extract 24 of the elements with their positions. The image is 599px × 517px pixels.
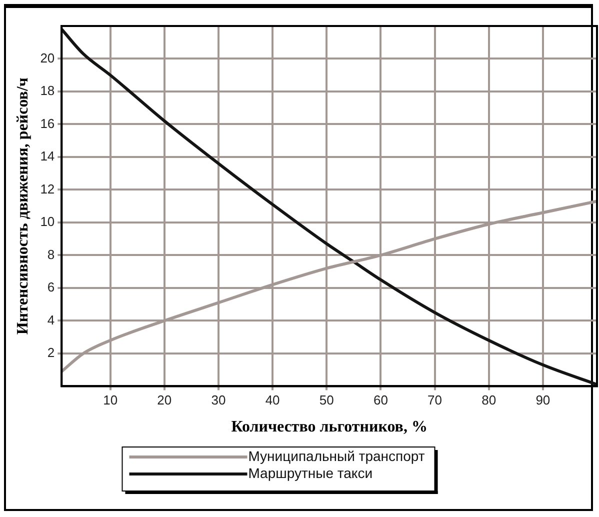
- y-tick-label: 4: [47, 312, 55, 328]
- x-tick-label: 30: [211, 392, 226, 408]
- y-tick-label: 6: [47, 280, 55, 295]
- y-tick-label: 18: [40, 83, 55, 98]
- y-tick-label: 20: [40, 50, 55, 66]
- x-tick-label: 70: [428, 392, 442, 408]
- y-tick-label: 8: [47, 246, 55, 262]
- y-tick-label: 12: [40, 181, 55, 196]
- x-axis-title: Количество льготников, %: [231, 418, 428, 436]
- y-tick-label: 14: [40, 148, 55, 164]
- x-tick-label: 10: [103, 392, 118, 408]
- legend-label: Муниципальный транспорт: [248, 448, 426, 464]
- legend-label: Маршрутные такси: [248, 464, 373, 481]
- x-tick-label: 50: [319, 392, 334, 408]
- y-tick-label: 10: [40, 214, 55, 230]
- x-tick-label: 80: [482, 392, 496, 408]
- x-tick-label: 40: [265, 392, 280, 408]
- x-tick-label: 20: [157, 392, 172, 408]
- y-axis-title: Интенсивность движения, рейсов/ч: [14, 78, 32, 335]
- x-tick-label: 90: [536, 392, 550, 408]
- y-tick-label: 2: [47, 345, 55, 360]
- y-tick-label: 16: [40, 116, 55, 131]
- line-series: [62, 28, 597, 386]
- x-tick-label: 60: [373, 392, 388, 408]
